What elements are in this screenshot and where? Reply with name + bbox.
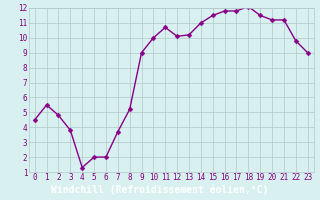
Text: Windchill (Refroidissement éolien,°C): Windchill (Refroidissement éolien,°C) (51, 185, 269, 195)
